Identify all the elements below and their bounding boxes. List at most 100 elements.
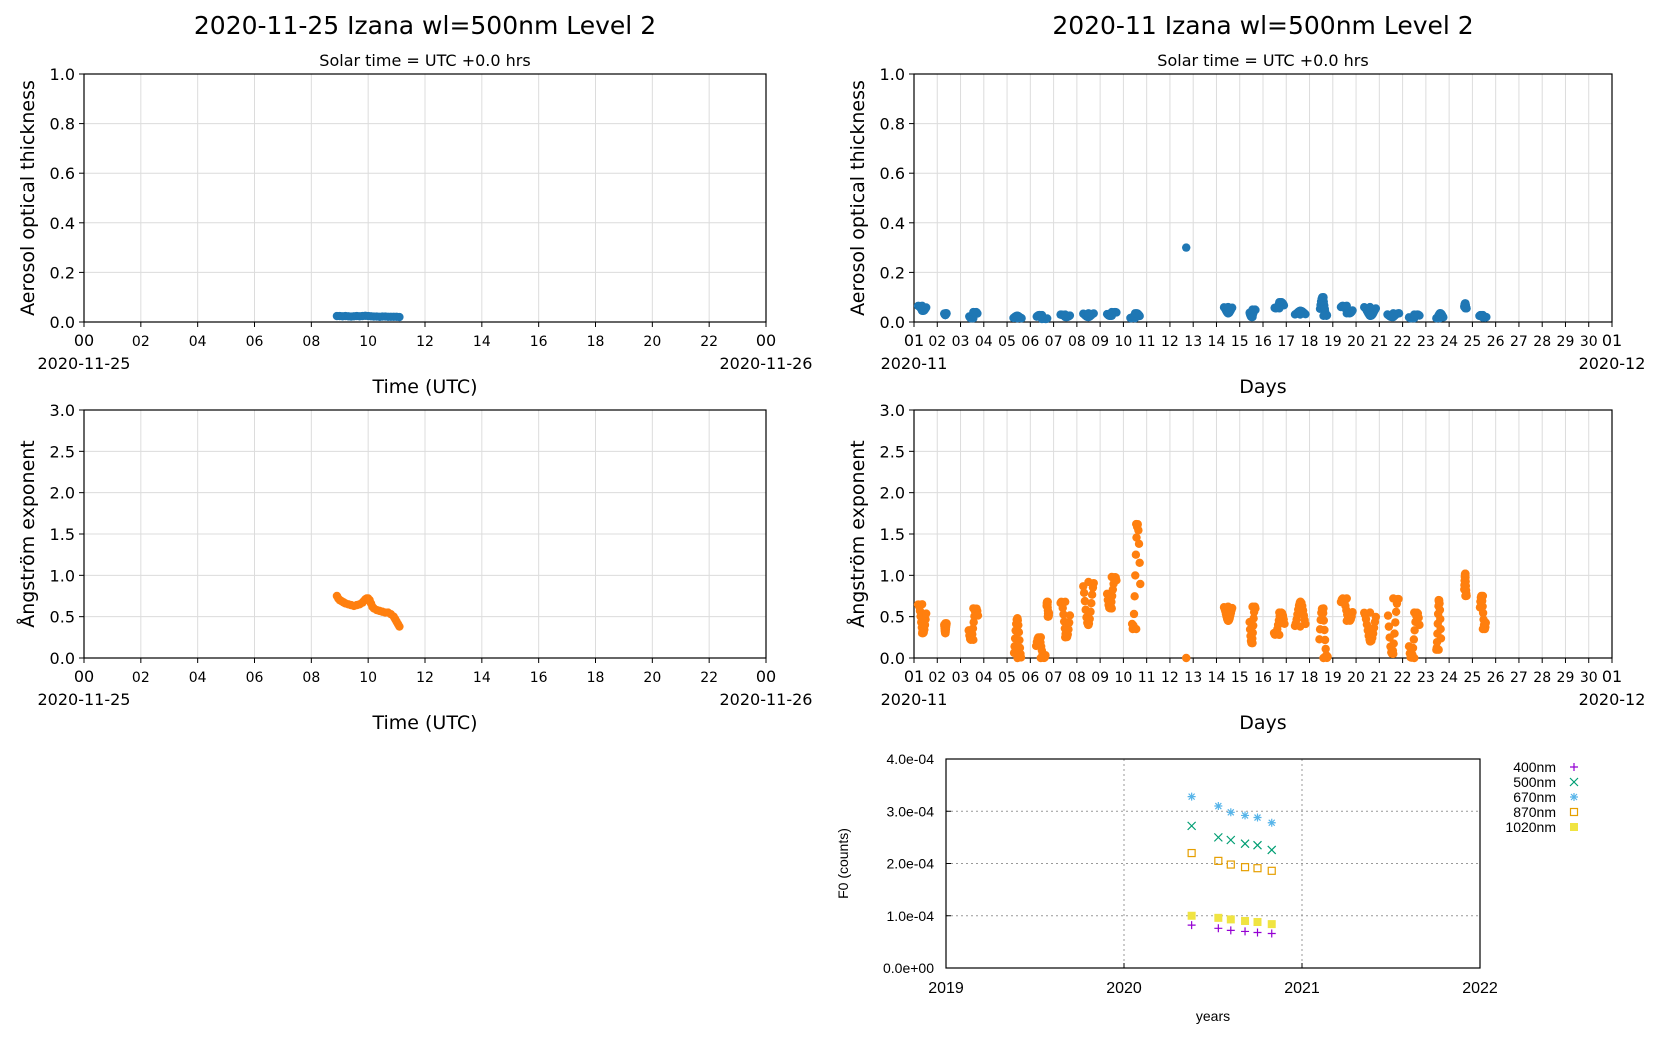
y-tick-label: 0.6 xyxy=(880,164,905,183)
data-points xyxy=(913,519,1490,663)
x-tick-label: 25 xyxy=(1463,670,1481,686)
x-tick-label: 29 xyxy=(1557,334,1575,350)
data-point xyxy=(1084,309,1093,318)
data-point xyxy=(1058,603,1067,613)
x-tick-label: 20 xyxy=(643,670,661,686)
data-point xyxy=(1182,243,1191,252)
data-point xyxy=(1131,550,1141,559)
data-point xyxy=(1389,649,1398,659)
data-point xyxy=(1187,911,1196,920)
x-tick-label: 27 xyxy=(1510,334,1528,350)
x-tick-label: 00 xyxy=(756,331,776,350)
x-tick-label: 22 xyxy=(700,334,718,350)
data-point xyxy=(1436,624,1445,634)
x-tick-label: 18 xyxy=(587,334,605,350)
y-axis-label: Ångström exponent xyxy=(846,440,869,628)
data-point xyxy=(1223,309,1233,318)
data-point xyxy=(1129,609,1139,619)
x-tick-label: 07 xyxy=(1045,670,1063,686)
x-tick-label: 14 xyxy=(1208,334,1226,350)
data-point xyxy=(1214,913,1223,922)
data-point xyxy=(969,635,978,645)
y-tick-label: 2.5 xyxy=(880,442,905,461)
data-point xyxy=(1478,624,1488,634)
x-axis-label: Time (UTC) xyxy=(371,712,477,734)
x-tick-label: 09 xyxy=(1091,334,1109,350)
data-point xyxy=(1410,653,1419,663)
panel-monthly_aod: 2020-11 Izana wl=500nm Level 2 Solar time… xyxy=(847,11,1645,398)
data-point xyxy=(1384,622,1394,631)
data-point xyxy=(1253,840,1262,850)
data-point xyxy=(1569,777,1579,787)
data-point xyxy=(1267,920,1276,929)
data-point xyxy=(1064,625,1073,634)
data-point xyxy=(1059,610,1068,619)
data-point xyxy=(1079,588,1089,598)
data-point xyxy=(1267,929,1276,938)
x-tick-label: 03 xyxy=(952,334,970,350)
data-point xyxy=(1296,597,1305,606)
data-point xyxy=(1435,605,1445,615)
data-point xyxy=(1434,595,1443,605)
x-tick-label: 10 xyxy=(359,670,377,686)
x-tick-label: 20 xyxy=(643,334,661,350)
x-tick-label: 24 xyxy=(1440,670,1458,686)
data-point xyxy=(1015,643,1025,653)
x-tick-label: 00 xyxy=(756,667,776,686)
data-point xyxy=(1014,620,1023,630)
x-tick-label: 06 xyxy=(246,670,264,686)
x-tick-label: 19 xyxy=(1324,334,1342,350)
x-tick-label: 11 xyxy=(1138,670,1156,686)
data-point xyxy=(1036,653,1046,663)
data-point xyxy=(1280,619,1289,628)
y-tick-label: 0.0e+00 xyxy=(883,960,934,976)
x-tick-label: 13 xyxy=(1184,334,1202,350)
data-point xyxy=(1319,311,1328,320)
data-point xyxy=(1248,628,1257,637)
data-point xyxy=(1319,604,1328,613)
data-point xyxy=(1296,306,1305,316)
x-tick-label: 14 xyxy=(473,334,491,350)
data-point xyxy=(1389,309,1398,318)
data-point xyxy=(1478,608,1488,618)
data-point xyxy=(1226,915,1235,924)
y-tick-label: 0.2 xyxy=(50,263,75,282)
x-tick-label: 09 xyxy=(1091,670,1109,686)
data-point xyxy=(1319,616,1329,625)
y-tick-label: 1.0e-04 xyxy=(887,908,935,924)
x-end-date-label: 2020-12 xyxy=(1579,354,1646,373)
data-point xyxy=(1249,614,1258,623)
x-tick-label: 02 xyxy=(928,334,946,350)
data-point xyxy=(1436,634,1446,643)
y-axis-label: Aerosol optical thickness xyxy=(17,80,39,316)
data-point xyxy=(1061,310,1070,319)
panel-daily_angstrom: 00 02 04 06 08 10 12 14 16 18 20 22 000.00.51.01.52.… xyxy=(16,401,812,734)
data-point xyxy=(1223,302,1233,312)
data-point xyxy=(1223,616,1233,625)
data-point xyxy=(1131,624,1141,634)
y-tick-label: 0.4 xyxy=(50,214,75,233)
data-point xyxy=(1086,607,1095,616)
data-point xyxy=(1213,832,1223,842)
x-tick-label: 22 xyxy=(700,670,718,686)
data-point xyxy=(1342,309,1351,318)
data-point xyxy=(1226,808,1235,817)
data-point xyxy=(1182,653,1191,663)
y-tick-label: 1.0 xyxy=(880,566,905,585)
data-point xyxy=(1061,597,1070,606)
y-tick-label: 0.0 xyxy=(50,313,75,332)
data-point xyxy=(1478,310,1488,320)
data-point xyxy=(1061,633,1070,642)
data-point xyxy=(1383,611,1393,620)
x-tick-label: 02 xyxy=(132,670,150,686)
x-tick-label: 22 xyxy=(1394,670,1412,686)
x-tick-label: 15 xyxy=(1231,670,1249,686)
data-point xyxy=(1015,635,1024,645)
data-point xyxy=(1013,614,1022,623)
chart-subtitle: Solar time = UTC +0.0 hrs xyxy=(319,51,530,70)
x-tick-label: 26 xyxy=(1487,334,1505,350)
data-point xyxy=(1342,616,1351,625)
x-tick-label: 23 xyxy=(1417,334,1435,350)
x-tick-label: 06 xyxy=(1021,334,1039,350)
y-tick-label: 3.0e-04 xyxy=(887,803,935,819)
